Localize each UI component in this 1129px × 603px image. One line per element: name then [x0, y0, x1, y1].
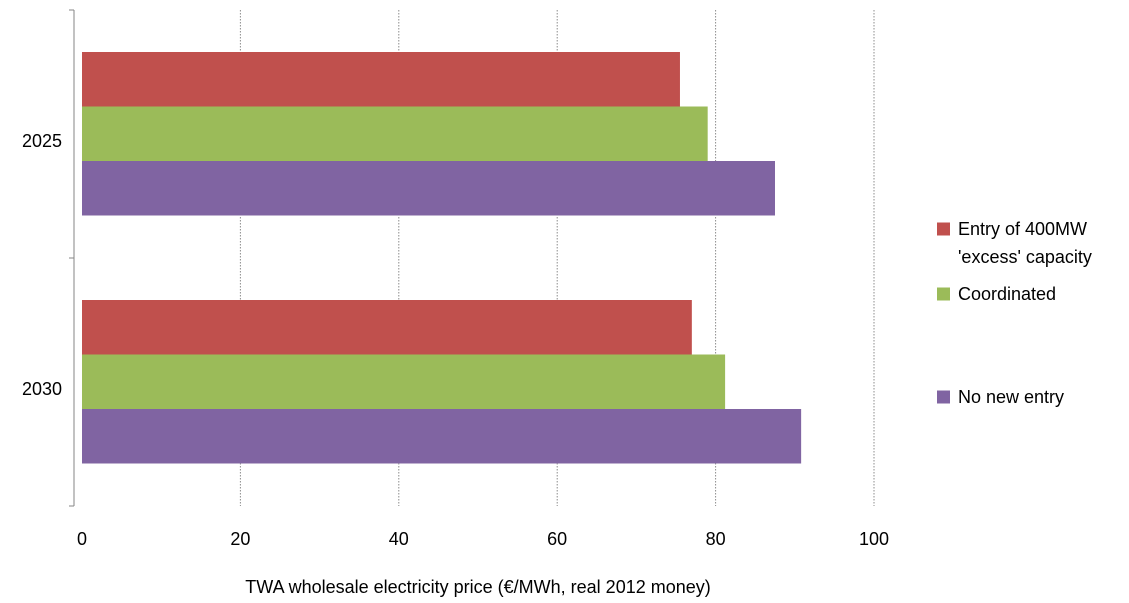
- x-tick-label: 100: [859, 529, 889, 549]
- legend-swatch: [937, 287, 950, 301]
- legend-label: No new entry: [958, 387, 1064, 407]
- category-labels: 2025 2030: [22, 131, 62, 399]
- bar-2025-2: [82, 161, 775, 216]
- x-axis-title: TWA wholesale electricity price (€/MWh, …: [245, 577, 711, 597]
- bar-2030-2: [82, 409, 802, 464]
- category-label-2025: 2025: [22, 131, 62, 151]
- bar-2025-0: [82, 52, 680, 107]
- legend-label: Coordinated: [958, 284, 1056, 304]
- bar-2025-1: [82, 106, 708, 161]
- legend-label: 'excess' capacity: [958, 247, 1092, 267]
- x-tick-label: 60: [547, 529, 567, 549]
- bar-2030-0: [82, 300, 692, 355]
- legend-label: Entry of 400MW: [958, 219, 1087, 239]
- x-tick-label: 80: [706, 529, 726, 549]
- legend-swatch: [937, 222, 950, 236]
- category-label-2030: 2030: [22, 379, 62, 399]
- bar-2030-1: [82, 354, 726, 409]
- legend-swatch: [937, 390, 950, 404]
- legend: Entry of 400MW 'excess' capacity Coordinat…: [937, 219, 1092, 407]
- x-tick-label: 40: [389, 529, 409, 549]
- x-tick-label: 0: [77, 529, 87, 549]
- x-tick-labels: 0 20 40 60 80 100: [77, 529, 889, 549]
- x-tick-label: 20: [230, 529, 250, 549]
- axes: [69, 9, 75, 507]
- bars: [82, 52, 802, 464]
